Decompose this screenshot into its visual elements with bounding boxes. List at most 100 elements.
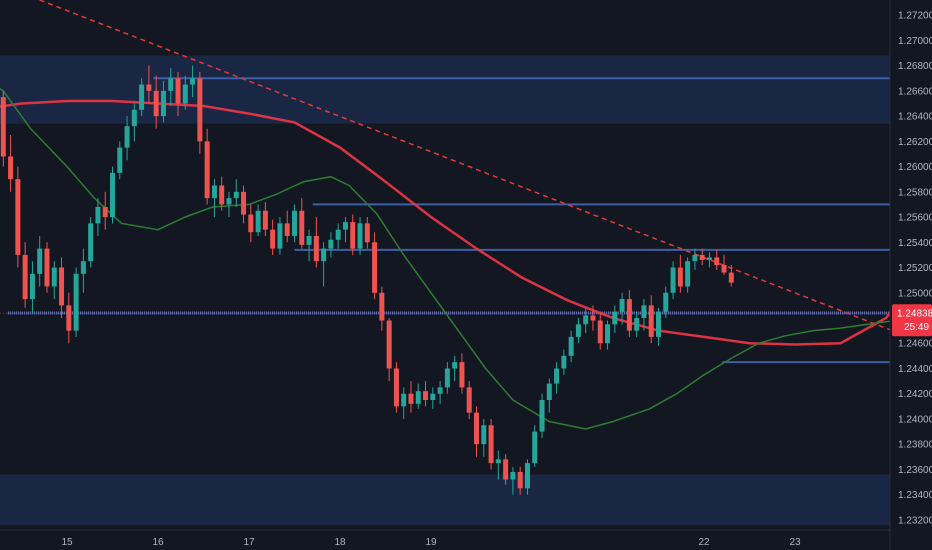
candle[interactable] [364,217,370,249]
candle[interactable] [153,75,159,129]
candle[interactable] [510,466,516,495]
candle[interactable] [590,305,596,331]
candle[interactable] [517,466,523,495]
candle[interactable] [357,217,363,255]
candle[interactable] [131,103,137,142]
candle[interactable] [444,362,450,394]
candle[interactable] [8,135,14,192]
candle[interactable] [619,292,625,325]
candle[interactable] [474,406,479,457]
candle[interactable] [88,217,94,268]
candle[interactable] [175,71,181,117]
candle[interactable] [335,223,341,249]
candle[interactable] [0,90,6,167]
candle[interactable] [714,249,720,271]
candle[interactable] [626,290,632,337]
candle[interactable] [262,201,268,236]
candle[interactable] [110,166,115,224]
candle[interactable] [663,286,669,318]
candle[interactable] [728,265,734,287]
price-axis[interactable]: 1.23200 1.23400 1.23600 1.23800 1.24000 1.242… [898,11,932,527]
candle[interactable] [379,286,385,331]
candle[interactable] [495,450,501,480]
candle[interactable] [612,305,618,334]
candle[interactable] [255,204,261,236]
candle[interactable] [670,261,676,300]
candle[interactable] [226,191,232,218]
candle[interactable] [29,261,35,313]
candle[interactable] [386,318,392,382]
candle[interactable] [146,65,152,104]
candle[interactable] [532,425,538,467]
candle[interactable] [160,80,166,123]
candle[interactable] [583,307,589,334]
candle[interactable] [634,311,640,337]
candle[interactable] [139,78,145,117]
candle[interactable] [539,393,545,438]
candle[interactable] [656,307,661,346]
candle[interactable] [466,381,472,419]
candle[interactable] [641,299,647,331]
candle[interactable] [321,242,327,287]
candle[interactable] [22,242,28,308]
candle[interactable] [430,387,436,409]
candle[interactable] [706,252,712,268]
candle[interactable] [692,248,698,271]
candle[interactable] [211,179,217,218]
candle[interactable] [342,217,348,243]
candle[interactable] [51,261,57,300]
candle[interactable] [117,141,123,180]
candle[interactable] [437,381,443,404]
candle[interactable] [219,176,225,211]
candle[interactable] [15,166,21,268]
candle[interactable] [197,71,203,154]
candle[interactable] [568,330,574,363]
candle[interactable] [561,349,567,375]
candle[interactable] [37,235,43,287]
candle[interactable] [306,229,312,262]
candle[interactable] [66,292,72,344]
candle[interactable] [292,204,297,243]
candle[interactable] [575,318,581,344]
candle[interactable] [393,362,399,413]
candle[interactable] [459,353,465,394]
candle[interactable] [80,248,86,293]
candle[interactable] [423,381,429,407]
candle[interactable] [59,257,65,318]
candle[interactable] [372,232,378,300]
candle[interactable] [401,387,407,419]
candle[interactable] [648,295,654,344]
candle[interactable] [190,65,196,98]
candle[interactable] [524,459,530,495]
candle[interactable] [554,362,560,394]
candle[interactable] [241,185,247,224]
candle[interactable] [452,355,458,382]
time-axis[interactable]: 15 16 17 18 19 22 23 [61,537,801,548]
candle[interactable] [248,204,254,243]
candle[interactable] [605,320,611,350]
candle[interactable] [168,68,174,106]
candle[interactable] [182,75,188,110]
candle[interactable] [408,381,414,413]
candle[interactable] [284,210,290,243]
candle[interactable] [73,267,79,337]
candle[interactable] [685,257,691,293]
candle[interactable] [677,254,683,293]
candle[interactable] [299,198,305,249]
candle[interactable] [415,383,421,409]
candle[interactable] [44,242,50,293]
candle[interactable] [481,418,487,457]
candle[interactable] [95,198,101,236]
candle[interactable] [313,217,319,268]
candle[interactable] [270,219,276,255]
candle[interactable] [488,418,494,470]
candle[interactable] [699,248,705,265]
candle[interactable] [233,179,239,207]
candle[interactable] [277,217,283,255]
candle[interactable] [350,214,356,255]
candle[interactable] [204,128,210,205]
candle[interactable] [597,311,603,350]
candle[interactable] [503,454,509,485]
candle[interactable] [546,378,552,413]
